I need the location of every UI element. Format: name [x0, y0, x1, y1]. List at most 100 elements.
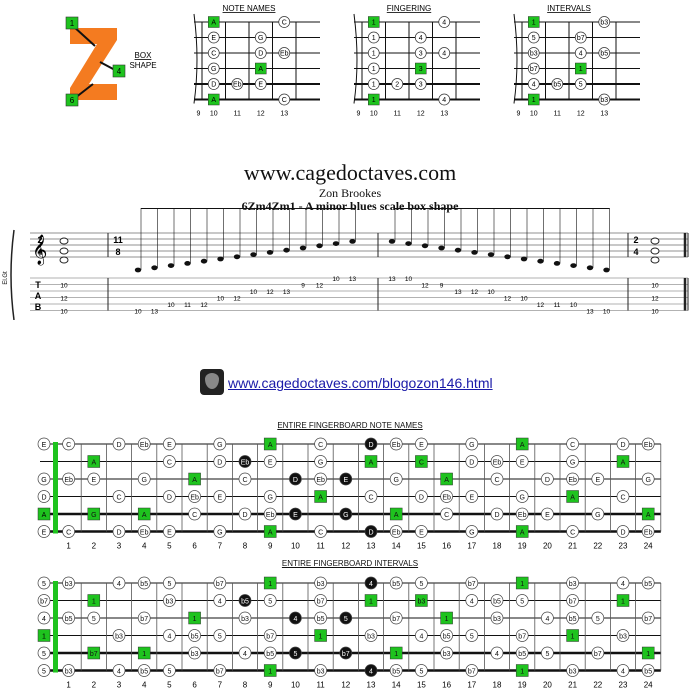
note-label: G — [211, 66, 216, 73]
note-label: 1 — [372, 66, 376, 73]
open-label: b7 — [40, 598, 48, 605]
descending-fret: 13 — [388, 276, 396, 283]
fb-label: Eb — [266, 512, 275, 519]
fb-fret-number: 10 — [291, 681, 300, 690]
fb-marker — [641, 664, 655, 677]
fb-label: A — [570, 494, 575, 501]
fb-label: 4 — [369, 668, 373, 675]
fb-label: D — [293, 477, 298, 484]
fb-marker — [465, 594, 479, 607]
fb-label: b7 — [90, 651, 98, 658]
ascending-fret: 10 — [217, 296, 225, 303]
fb-label: b3 — [569, 668, 577, 675]
descending-fret: 10 — [487, 289, 495, 296]
fb-marker — [541, 472, 554, 486]
ascending-fret: 12 — [200, 302, 208, 309]
fb-label: 4 — [369, 581, 373, 588]
blog-link[interactable]: www.cagedoctaves.com/blogozon146.html — [228, 375, 493, 391]
fb-label: b5 — [140, 668, 148, 675]
fb-label: b5 — [266, 651, 274, 658]
fret-number: 13 — [440, 111, 448, 118]
descending-fret: 13 — [454, 289, 462, 296]
fb-marker — [465, 490, 479, 503]
fb-fret-number: 21 — [568, 542, 577, 551]
note-marker — [278, 16, 291, 28]
fb-label: b3 — [65, 581, 73, 588]
note-label: 5 — [579, 82, 583, 89]
fb-marker — [515, 507, 529, 521]
fb-label: A — [621, 459, 626, 466]
fb-fret-number: 3 — [117, 542, 122, 551]
fb-label: G — [570, 459, 575, 466]
fb-label: G — [217, 529, 222, 536]
fb-marker-root — [263, 576, 277, 590]
fb-label: Eb — [140, 442, 149, 449]
note-names-title: NOTE NAMES — [223, 4, 276, 13]
fb-label: 1 — [394, 651, 398, 658]
fb-label: D — [167, 494, 172, 501]
fb-marker — [440, 507, 453, 521]
fb-label: A — [268, 529, 273, 536]
fb-fret-number: 13 — [367, 542, 376, 551]
fb-marker — [566, 594, 579, 607]
scale-title: 6Zm4Zm1 - A minor blues scale box shape — [241, 199, 459, 213]
ascending-note — [233, 254, 241, 260]
treble-clef: 𝄞 — [32, 234, 47, 266]
fb-marker — [515, 629, 529, 642]
open-label: 1 — [42, 633, 46, 640]
fb-fret-number: 8 — [243, 542, 248, 551]
fb-marker — [137, 664, 151, 677]
fb-label: b3 — [367, 633, 375, 640]
fb-fret-number: 23 — [619, 681, 628, 690]
fb-label: 4 — [419, 633, 423, 640]
fb-marker — [641, 437, 655, 451]
open-note — [37, 490, 51, 503]
fb-fret-number: 17 — [467, 542, 476, 551]
fb-marker — [289, 646, 302, 660]
note-marker — [367, 47, 380, 59]
fb-fret-number: 10 — [291, 542, 300, 551]
fb-marker — [440, 646, 453, 660]
open-label: E — [42, 529, 47, 536]
fb-marker — [163, 455, 176, 468]
fb-label: b5 — [317, 616, 325, 623]
fb-label: 1 — [193, 616, 197, 623]
note-label: Eb — [233, 82, 242, 89]
fb-label: A — [192, 477, 197, 484]
fret-number: 10 — [530, 111, 538, 118]
note-marker — [207, 31, 220, 44]
open-label: A — [42, 512, 47, 519]
note-label: E — [211, 35, 216, 42]
fb-marker — [213, 576, 227, 590]
tab-letter: A — [35, 291, 42, 301]
note-label: b5 — [553, 82, 561, 89]
fb-label: G — [393, 477, 398, 484]
fb-fret-number: 2 — [92, 542, 97, 551]
note-label: A — [211, 20, 216, 27]
ascending-note — [200, 258, 208, 264]
system-brace — [10, 229, 15, 320]
note-label: 2 — [395, 82, 399, 89]
fb-label: 5 — [470, 633, 474, 640]
fb-label: b5 — [644, 668, 652, 675]
fret-number: 9 — [197, 111, 201, 118]
descending-note — [487, 252, 495, 257]
fb-marker — [465, 455, 479, 468]
end-chord-fret: 12 — [651, 296, 659, 303]
fb-marker — [314, 472, 327, 486]
box-shape-diagram: 1 4 6 BOX SHAPE — [65, 16, 157, 107]
fb-marker-root — [87, 646, 101, 660]
fb-label: b5 — [443, 633, 451, 640]
descending-note — [421, 243, 429, 249]
ascending-fret: 10 — [134, 309, 142, 316]
open-label: 5 — [42, 581, 46, 588]
fb-marker — [163, 525, 176, 538]
fb-marker — [541, 611, 554, 625]
note-marker — [278, 93, 291, 106]
fret-number: 12 — [417, 111, 425, 118]
fb-label: D — [419, 494, 424, 501]
note-label: b3 — [600, 20, 608, 27]
start-chord-note — [59, 237, 69, 245]
fb-label: A — [318, 494, 323, 501]
note-label: D — [258, 51, 263, 58]
